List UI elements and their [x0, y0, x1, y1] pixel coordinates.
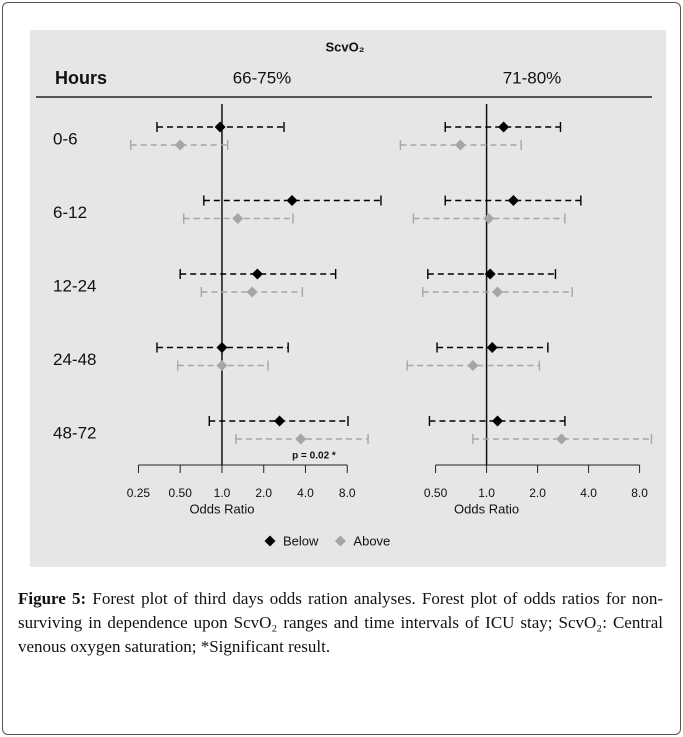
point [492, 286, 504, 298]
point [454, 139, 466, 151]
point [274, 415, 286, 427]
point [216, 342, 228, 353]
x-axis-label: Odds Ratio [189, 501, 254, 516]
row-label: 24-48 [53, 350, 96, 369]
row-label: 12-24 [53, 276, 96, 295]
x-tick-label: 8.0 [631, 486, 648, 500]
x-tick-label: 0.50 [424, 486, 448, 500]
x-tick-label: 8.0 [339, 486, 356, 500]
point [246, 286, 258, 298]
point [556, 433, 568, 445]
plot-background [30, 30, 666, 567]
x-axis-label: Odds Ratio [454, 501, 519, 516]
panel-title: 66-75% [233, 68, 292, 87]
x-tick-label: 4.0 [580, 486, 597, 500]
point [486, 342, 498, 353]
annotation: p = 0.02 * [292, 451, 336, 462]
legend-marker [334, 535, 346, 547]
legend-label: Above [353, 533, 390, 548]
point [251, 268, 263, 280]
point [174, 139, 186, 151]
point [484, 268, 496, 280]
caption: Figure 5: Forest plot of third days odds… [18, 587, 663, 659]
row-header: Hours [55, 68, 107, 88]
point [483, 213, 495, 224]
row-label: 48-72 [53, 423, 96, 442]
point [507, 195, 519, 206]
x-tick-label: 4.0 [297, 486, 314, 500]
row-label: 6-12 [53, 203, 87, 222]
point [295, 433, 307, 445]
caption-text: Forest plot of third days odds ration an… [18, 589, 664, 656]
x-tick-label: 2.0 [529, 486, 546, 500]
point [216, 360, 228, 371]
point [467, 360, 479, 371]
point [232, 213, 244, 224]
caption-label: Figure 5: [18, 589, 87, 608]
legend-marker [264, 535, 276, 547]
x-tick-label: 0.50 [169, 486, 193, 500]
x-tick-label: 1.0 [214, 486, 231, 500]
point [498, 121, 510, 133]
x-tick-label: 2.0 [255, 486, 272, 500]
chart: ScvO₂ Hours 0-6 6-12 12-24 24-48 48-72 66-75%… [30, 30, 666, 567]
x-tick-label: 0.25 [127, 486, 151, 500]
point [214, 121, 226, 133]
chart-title: ScvO₂ [325, 39, 364, 54]
point [492, 415, 504, 427]
x-tick-label: 1.0 [478, 486, 495, 500]
legend-label: Below [283, 533, 319, 548]
row-label: 0-6 [53, 129, 78, 148]
panel-title: 71-80% [503, 68, 562, 87]
point [286, 195, 298, 206]
